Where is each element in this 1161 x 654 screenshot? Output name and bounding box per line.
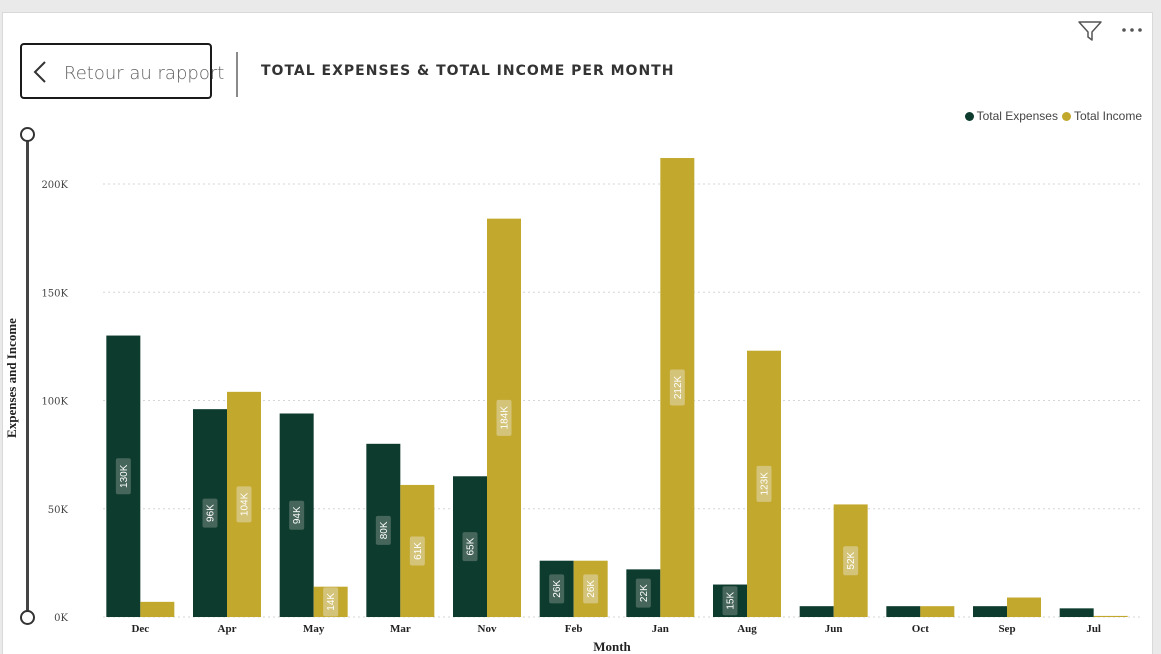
data-label-bg [202,498,218,528]
x-tick-label: Sep [998,623,1015,635]
y-axis-title: Expenses and Income [4,318,19,438]
legend-label-expenses: Total Expenses [976,109,1058,123]
data-label-bg [236,486,252,523]
data-label: 80K [379,521,390,539]
data-label: 15K [726,592,737,610]
x-tick-label: Aug [737,623,757,635]
x-tick-label: Apr [218,623,237,635]
bar-income [140,601,175,617]
y-tick-label: 100K [41,397,68,408]
more-options-icon[interactable] [1120,22,1146,38]
legend-swatch-income [1061,111,1071,121]
data-label-bg [496,399,512,436]
data-label-bg [756,465,772,502]
data-label: 104K [240,492,251,516]
back-to-report-button[interactable]: Retour au rapport [20,43,224,99]
header-divider [236,52,238,97]
chart-title: TOTAL EXPENSES & TOTAL INCOME PER MONTH [261,63,675,79]
bar-expenses [1059,608,1094,617]
legend-swatch-expenses [964,111,974,121]
data-label-bg [843,546,859,576]
chart-legend: Total Expenses Total Income [961,109,1142,123]
zoom-slider-track[interactable] [26,135,29,618]
legend-label-income: Total Income [1073,109,1142,123]
y-tick-label: 50K [48,505,69,516]
legend-item-expenses[interactable]: Total Expenses [964,109,1058,123]
x-tick-label: Dec [131,623,149,635]
zoom-slider-handle-bottom[interactable] [20,610,35,625]
bar-expenses [886,606,921,617]
chevron-left-icon [33,61,46,83]
y-tick-label: 150K [41,288,68,299]
data-label-bg [635,578,651,608]
data-label: 65K [466,537,477,555]
x-tick-label: May [303,623,325,635]
data-label: 26K [586,580,597,598]
bar-income [1093,615,1128,617]
bar-expenses [973,606,1007,617]
data-label-bg [115,458,131,495]
bar-income [1007,597,1041,617]
x-tick-label: Nov [478,623,497,635]
x-axis-title: Month [593,639,631,653]
filter-icon[interactable] [1077,20,1103,42]
y-tick-label: 0K [54,613,68,624]
data-label: 130K [119,464,130,488]
bar-income [920,606,955,617]
x-tick-label: Jul [1086,623,1101,635]
bar-expenses [799,606,834,617]
data-label-bg [323,587,339,617]
x-tick-label: Jan [652,623,669,635]
data-label: 14K [326,593,337,611]
data-label: 52K [846,551,857,569]
data-label: 94K [292,506,303,524]
x-tick-label: Oct [912,623,929,635]
data-label: 96K [206,504,217,522]
data-label: 212K [673,376,684,400]
data-label: 61K [413,542,424,560]
data-label-bg [375,515,391,545]
x-tick-label: Feb [565,623,583,635]
legend-item-income[interactable]: Total Income [1061,109,1142,123]
data-label-bg [583,574,599,604]
data-label-bg [409,536,425,566]
data-label-bg [549,574,565,604]
y-tick-label: 200K [41,180,68,191]
data-label: 22K [639,584,650,602]
data-label-bg [669,369,685,406]
x-tick-label: Jun [825,623,843,635]
x-tick-label: Mar [390,623,411,635]
back-button-label: Retour au rapport [64,63,225,84]
data-label-bg [289,500,305,530]
data-label: 123K [760,472,771,496]
data-label-bg [722,586,738,616]
zoom-slider-handle-top[interactable] [20,127,35,142]
data-label-bg [462,532,478,562]
data-label: 26K [552,580,563,598]
data-label: 184K [500,406,511,430]
